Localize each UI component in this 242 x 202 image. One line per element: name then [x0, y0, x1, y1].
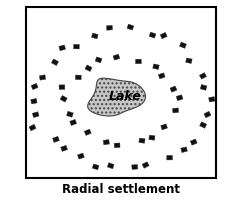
Polygon shape: [31, 99, 37, 104]
Polygon shape: [176, 95, 183, 101]
Polygon shape: [84, 129, 91, 136]
Polygon shape: [92, 164, 99, 170]
Polygon shape: [161, 124, 167, 130]
Polygon shape: [70, 120, 77, 126]
Polygon shape: [91, 34, 98, 40]
Polygon shape: [103, 140, 109, 145]
Polygon shape: [139, 138, 145, 144]
Polygon shape: [106, 26, 113, 31]
Text: Lake: Lake: [109, 89, 141, 102]
Polygon shape: [67, 112, 73, 118]
Polygon shape: [149, 136, 155, 141]
Polygon shape: [59, 46, 66, 52]
Polygon shape: [180, 43, 186, 49]
Polygon shape: [199, 73, 206, 80]
Polygon shape: [142, 162, 149, 168]
Polygon shape: [167, 156, 173, 160]
Polygon shape: [200, 122, 207, 129]
Polygon shape: [31, 84, 38, 90]
Polygon shape: [32, 112, 39, 118]
Polygon shape: [160, 33, 167, 40]
Polygon shape: [200, 85, 207, 91]
Polygon shape: [181, 147, 187, 153]
Polygon shape: [61, 146, 68, 152]
Polygon shape: [173, 108, 179, 113]
Polygon shape: [170, 86, 177, 93]
Polygon shape: [39, 75, 46, 81]
Polygon shape: [113, 55, 120, 61]
Polygon shape: [53, 137, 59, 143]
Polygon shape: [190, 139, 197, 145]
Polygon shape: [204, 112, 211, 118]
Text: Radial settlement: Radial settlement: [62, 182, 180, 195]
Polygon shape: [132, 165, 138, 170]
Polygon shape: [127, 25, 134, 31]
Polygon shape: [74, 45, 79, 50]
Polygon shape: [107, 163, 114, 169]
Polygon shape: [59, 85, 65, 90]
Polygon shape: [158, 74, 165, 79]
Polygon shape: [51, 60, 59, 66]
Polygon shape: [149, 33, 156, 39]
Polygon shape: [29, 125, 36, 131]
Polygon shape: [95, 58, 102, 63]
Bar: [26, 8, 216, 178]
Polygon shape: [209, 97, 215, 103]
Polygon shape: [153, 64, 159, 70]
Polygon shape: [76, 76, 81, 80]
Polygon shape: [77, 153, 84, 159]
Polygon shape: [136, 60, 141, 64]
Polygon shape: [186, 59, 192, 64]
Polygon shape: [88, 79, 145, 116]
Polygon shape: [60, 96, 67, 103]
Polygon shape: [85, 66, 92, 72]
Polygon shape: [114, 143, 120, 148]
